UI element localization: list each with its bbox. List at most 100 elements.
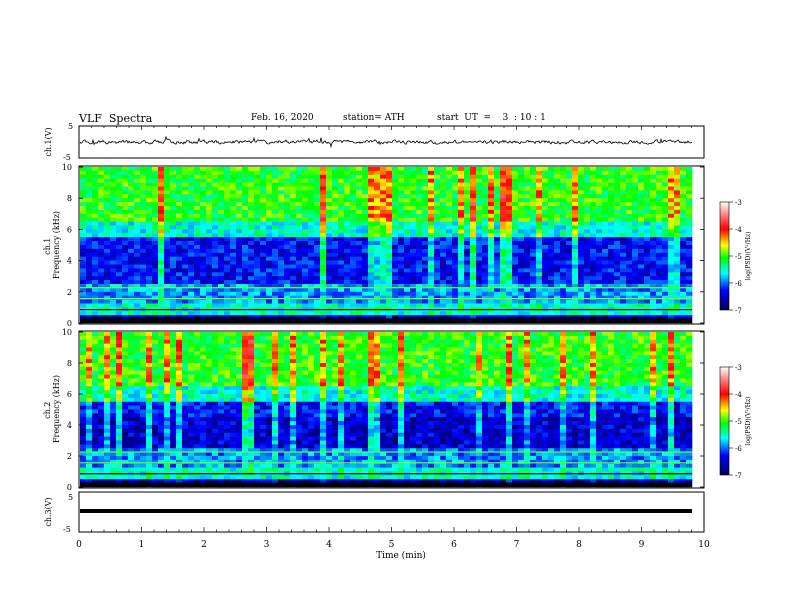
spectrogram-cell [416, 303, 423, 308]
spectrogram-cell [440, 303, 447, 308]
spectrogram-cell [188, 264, 195, 269]
spectrogram-cell [374, 343, 381, 348]
spectrogram-cell [650, 256, 657, 261]
spectrogram-cell [584, 276, 591, 281]
spectrogram-cell [248, 355, 255, 360]
spectrogram-cell [230, 363, 237, 368]
spectrogram-cell [530, 280, 537, 285]
spectrogram-cell [278, 174, 285, 179]
spectrogram-cell [260, 339, 267, 344]
spectrogram-cell [440, 351, 447, 356]
spectrogram-cell [320, 287, 327, 293]
spectrogram-cell [542, 339, 549, 344]
spectrogram-cell [518, 315, 525, 320]
spectrogram-cell [362, 217, 369, 222]
spectrogram-cell [302, 287, 309, 293]
spectrogram-cell [584, 217, 591, 222]
spectrogram-cell [584, 303, 591, 308]
spectrogram-cell [638, 332, 645, 337]
spectrogram-cell [512, 264, 519, 269]
spectrogram-cell [272, 335, 279, 341]
spectrogram-cell [452, 332, 459, 337]
spectrogram-cell [554, 178, 561, 183]
spectrogram-cell [254, 198, 261, 203]
spectrogram-cell [626, 355, 633, 360]
spectrogram-cell [476, 311, 483, 316]
spectrogram-cell [476, 198, 483, 203]
spectrogram-cell [236, 198, 243, 203]
spectrogram-cell [266, 213, 273, 218]
spectrogram-cell [140, 260, 147, 265]
spectrogram-cell [260, 332, 267, 337]
spectrogram-cell [488, 178, 495, 183]
spectrogram-cell [350, 260, 357, 265]
spectrogram-cell [110, 332, 117, 337]
spectrogram-cell [350, 315, 357, 320]
spectrogram-cell [488, 311, 495, 316]
spectrogram-cell [464, 347, 471, 352]
spectrogram-cell [242, 295, 249, 300]
spectrogram-cell [392, 174, 399, 179]
spectrogram-cell [212, 284, 219, 289]
spectrogram-cell [260, 311, 267, 316]
spectrogram-cell [260, 202, 267, 207]
spectrogram-cell [134, 287, 141, 293]
spectrogram-cell [338, 241, 345, 246]
spectrogram-cell [398, 202, 405, 207]
spectrogram-cell [212, 178, 219, 183]
spectrogram-cell [224, 170, 231, 176]
spectrogram-cell [494, 217, 501, 222]
spectrogram-cell [368, 347, 375, 352]
spectrogram-cell [308, 268, 315, 273]
spectrogram-cell [224, 206, 231, 211]
spectrogram-cell [464, 315, 471, 320]
spectrogram-cell [152, 359, 159, 364]
spectrogram-cell [110, 335, 117, 341]
spectrogram-cell [98, 335, 105, 341]
spectrogram-cell [104, 272, 111, 277]
spectrogram-cell [110, 167, 117, 172]
spectrogram-cell [206, 295, 213, 300]
spectrogram-cell [392, 315, 399, 320]
spectrogram-cell [302, 202, 309, 207]
spectrogram-cell [290, 229, 297, 234]
spectrogram-cell [674, 217, 681, 222]
spectrogram-cell [620, 276, 627, 281]
spectrogram-cell [602, 264, 609, 269]
spectrogram-cell [404, 167, 411, 172]
spectrogram-cell [596, 355, 603, 360]
spectrogram-cell [662, 311, 669, 316]
spectrogram-cell [338, 170, 345, 176]
spectrogram-cell [338, 256, 345, 261]
spectrogram-cell [344, 299, 351, 304]
spectrogram-cell [116, 252, 123, 257]
spectrogram-cell [428, 276, 435, 281]
spectrogram-cell [164, 245, 171, 250]
spectrogram-cell [320, 299, 327, 304]
spectrogram-cell [680, 299, 687, 304]
spectrogram-cell [446, 347, 453, 352]
spectrogram-cell [170, 311, 177, 316]
spectrogram-cell [548, 237, 555, 242]
spectrogram-cell [686, 264, 693, 269]
spectrogram-cell [446, 295, 453, 300]
spectrogram-cell [98, 343, 105, 348]
spectrogram-cell [302, 315, 309, 320]
spectrogram-cell [188, 260, 195, 265]
spectrogram-cell [128, 272, 135, 277]
spectrogram-cell [614, 202, 621, 207]
spectrogram-cell [98, 260, 105, 265]
spectrogram-cell [308, 311, 315, 316]
spectrogram-cell [266, 217, 273, 222]
spectrogram-cell [476, 332, 483, 337]
spectrogram-cell [530, 233, 537, 238]
spectrogram-cell [326, 295, 333, 300]
spectrogram-cell [248, 229, 255, 234]
spectrogram-cell [662, 303, 669, 308]
spectrogram-cell [398, 351, 405, 356]
spectrogram-cell [590, 284, 597, 289]
spectrogram-cell [488, 335, 495, 341]
spectrogram-cell [338, 339, 345, 344]
spectrogram-cell [104, 280, 111, 285]
spectrogram-cell [296, 186, 303, 191]
